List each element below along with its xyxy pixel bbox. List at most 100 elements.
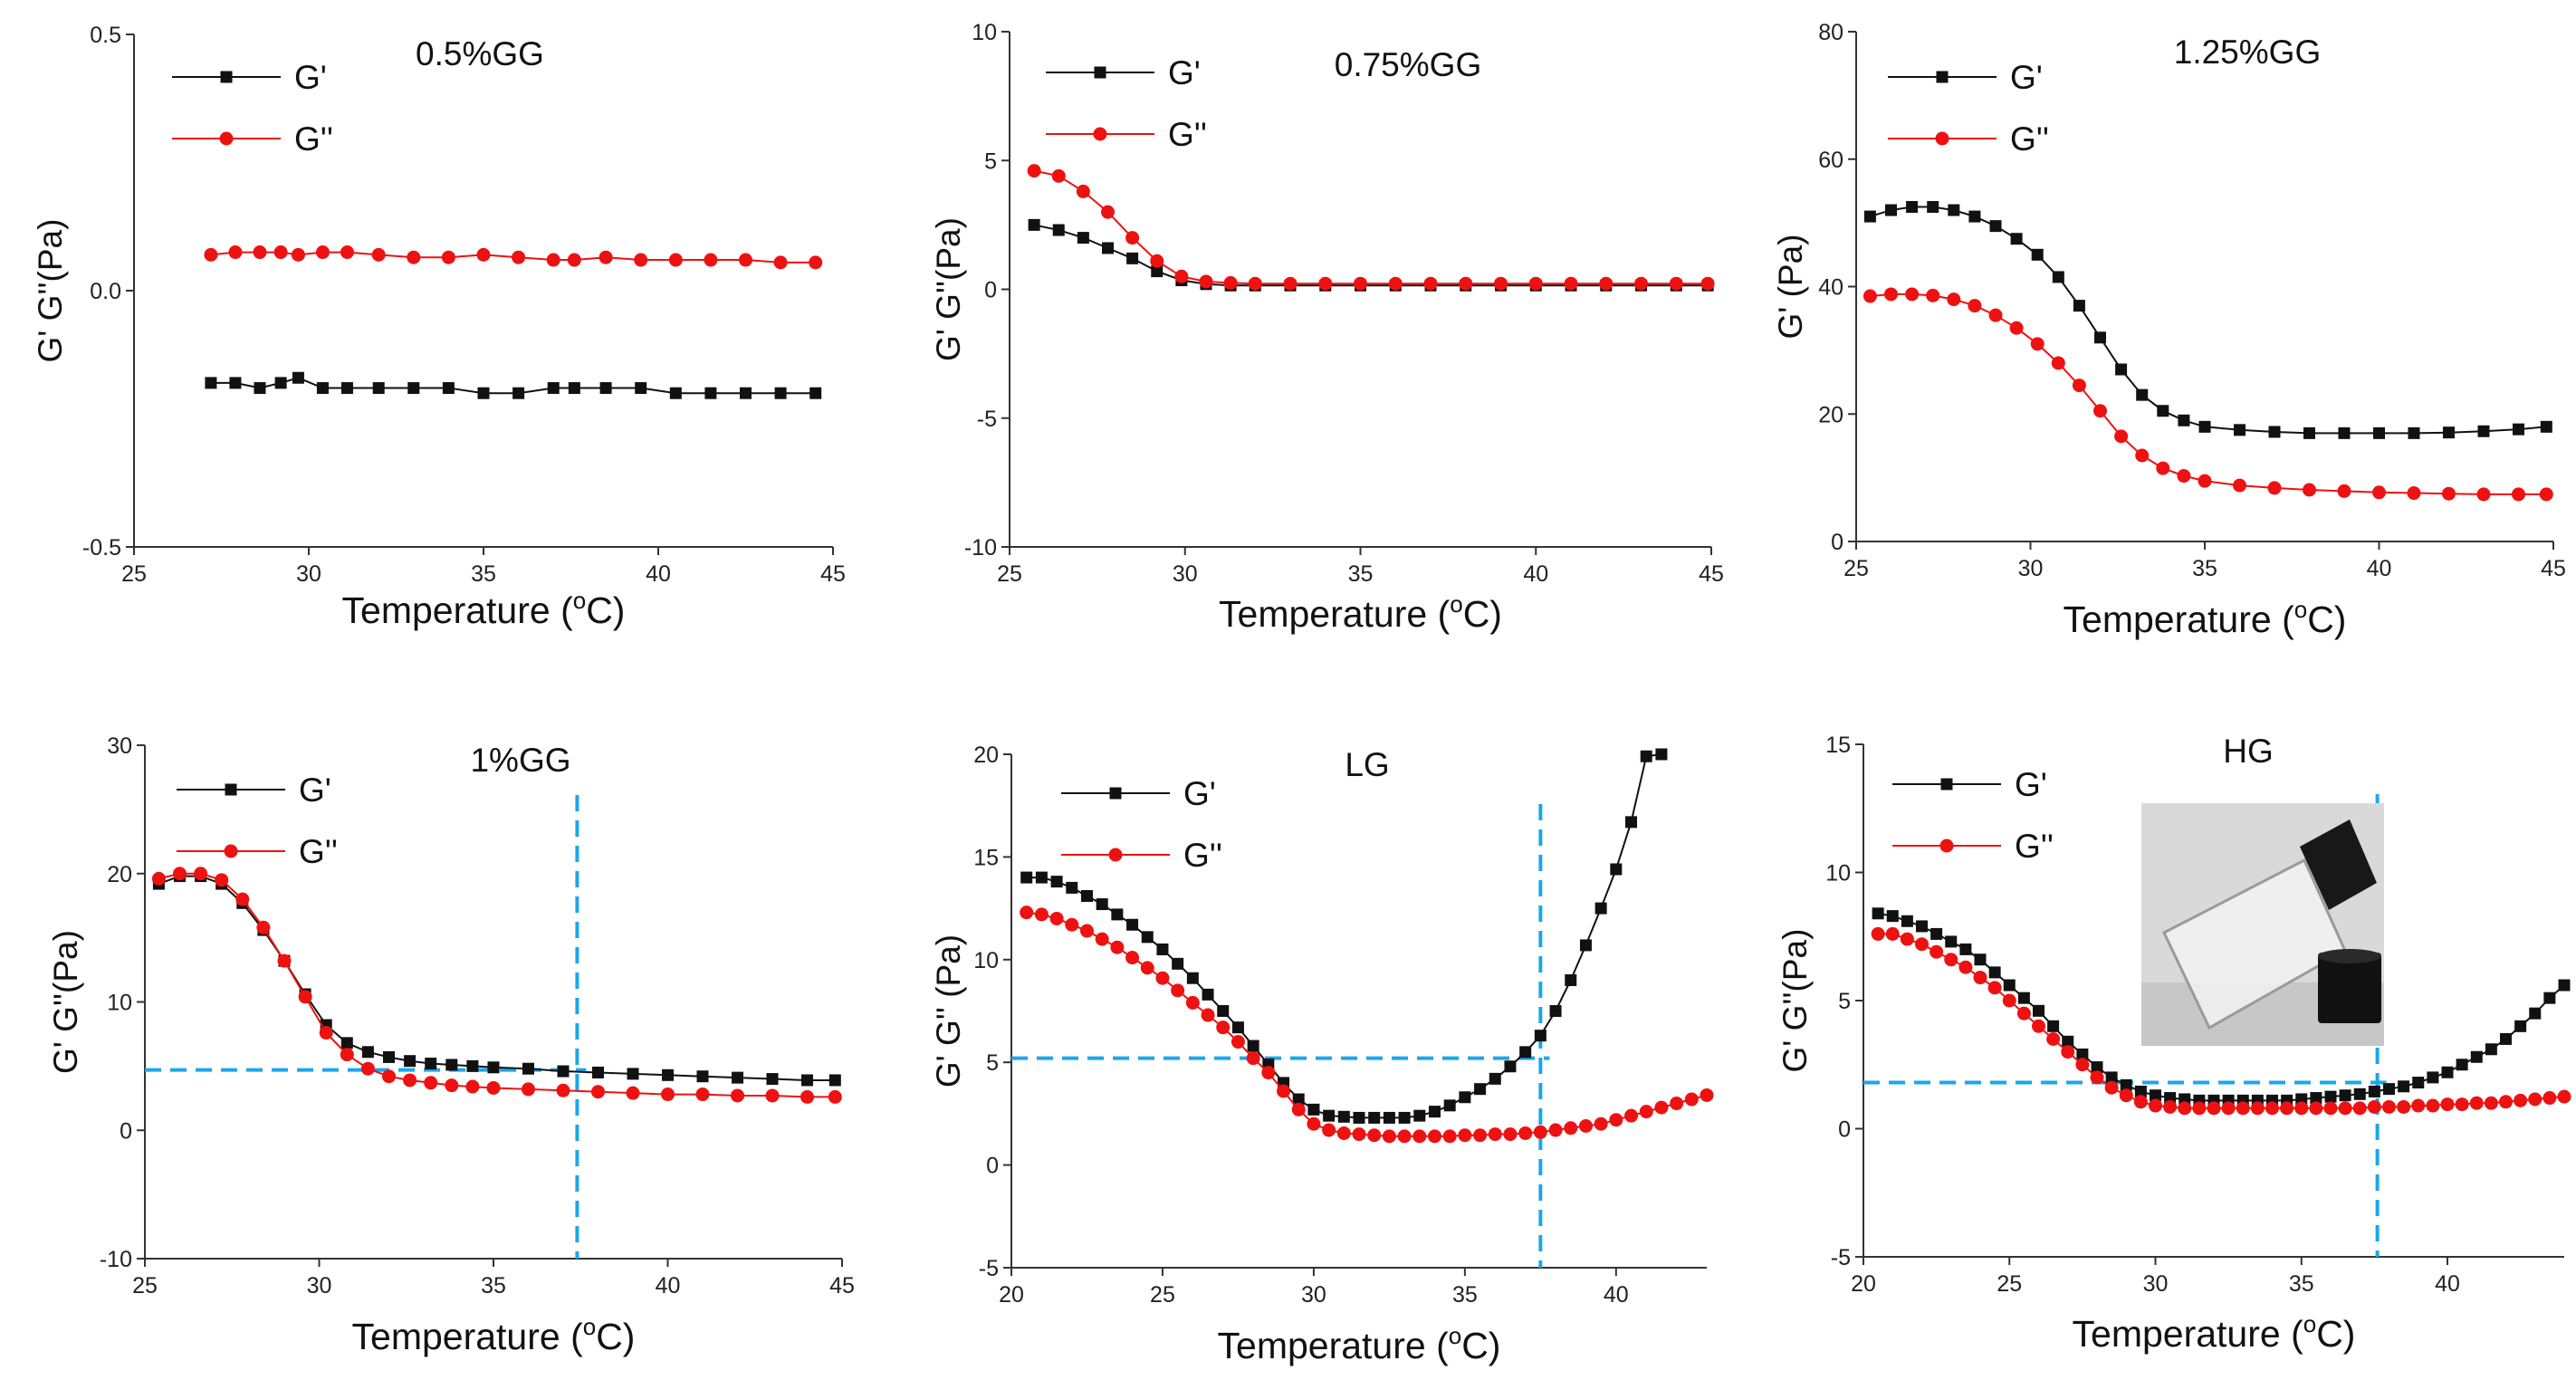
- data-point: [1049, 911, 1064, 925]
- data-point: [1528, 276, 1543, 291]
- data-point: [466, 1059, 479, 1072]
- data-point: [425, 1058, 437, 1070]
- data-point: [1151, 265, 1164, 278]
- data-point: [809, 255, 823, 270]
- y-tick-label: 10: [973, 948, 999, 973]
- data-point: [2427, 1071, 2439, 1084]
- data-point: [2052, 271, 2064, 283]
- data-point: [1968, 210, 1981, 223]
- data-point: [512, 387, 525, 399]
- data-point: [1459, 276, 1473, 291]
- data-point: [2234, 424, 2246, 436]
- data-point: [2337, 484, 2351, 498]
- data-point: [2477, 425, 2490, 437]
- data-point: [695, 1088, 710, 1102]
- data-point: [1413, 1109, 1426, 1122]
- data-point: [1172, 957, 1184, 970]
- data-point: [2091, 1061, 2103, 1074]
- legend-marker: [1109, 787, 1122, 800]
- x-tick-label: 35: [1452, 1282, 1478, 1308]
- data-point: [2338, 1101, 2352, 1116]
- series-g-double-prime: [204, 245, 823, 270]
- data-point: [591, 1085, 605, 1099]
- data-point: [2407, 486, 2421, 501]
- data-point: [2135, 448, 2150, 463]
- x-tick-label: 40: [1604, 1282, 1629, 1308]
- data-point: [1079, 924, 1094, 938]
- data-point: [626, 1086, 640, 1100]
- data-point: [1518, 1126, 1533, 1140]
- x-tick-label: 40: [2367, 556, 2392, 581]
- data-point: [801, 1074, 813, 1087]
- data-point: [1901, 915, 1913, 927]
- data-point: [1035, 871, 1048, 884]
- data-point: [2133, 1095, 2148, 1109]
- data-point: [2120, 1078, 2132, 1091]
- data-point: [2485, 1043, 2497, 1056]
- data-point: [2514, 1093, 2528, 1107]
- data-point: [2156, 461, 2170, 475]
- data-point: [383, 1050, 395, 1063]
- data-point: [828, 1089, 842, 1104]
- data-point: [1905, 287, 1920, 302]
- data-point: [1185, 995, 1200, 1010]
- data-point: [1565, 973, 1577, 986]
- data-point: [487, 1061, 500, 1074]
- x-tick-label: 20: [999, 1282, 1024, 1308]
- data-point: [627, 1068, 639, 1080]
- data-point: [273, 245, 288, 260]
- data-point: [2119, 1088, 2133, 1103]
- data-point: [360, 1061, 375, 1076]
- data-point: [809, 387, 822, 399]
- data-point: [2198, 420, 2211, 433]
- series-g-double-prime: [1863, 287, 2553, 502]
- data-point: [1216, 1021, 1231, 1035]
- legend-label: G'': [1183, 837, 1222, 874]
- y-tick-label: 15: [973, 845, 999, 870]
- data-point: [704, 387, 717, 399]
- y-tick-label: -5: [977, 407, 997, 432]
- data-point: [1863, 289, 1877, 303]
- legend-entry: G'': [177, 833, 338, 870]
- legend-label: G': [2010, 59, 2043, 96]
- data-point: [1428, 1106, 1441, 1118]
- series-g-prime: [152, 870, 841, 1087]
- data-point: [2136, 388, 2149, 401]
- data-point: [547, 382, 560, 395]
- data-point: [1101, 205, 1115, 219]
- data-point: [2104, 1080, 2119, 1095]
- legend-label: G': [1183, 775, 1216, 812]
- data-point: [2367, 1099, 2381, 1114]
- legend-marker: [1093, 127, 1107, 141]
- data-point: [2236, 1101, 2250, 1116]
- chart-panel-5: 20 25 30 35 40 -5 0 5 10 15 20 Temperature (oC) G' G…: [930, 743, 1714, 1366]
- data-point: [1533, 1125, 1547, 1139]
- data-point: [1945, 935, 1958, 948]
- data-point: [2558, 979, 2571, 992]
- chart-panel-2: 25 30 35 40 45 -10 -5 0 5 10 Temperature (oC) G' G'…: [930, 20, 1724, 635]
- data-point: [1383, 1111, 1395, 1124]
- data-point: [1353, 1111, 1365, 1124]
- data-point: [256, 920, 271, 934]
- data-point: [2009, 321, 2024, 335]
- data-point: [445, 1059, 458, 1071]
- data-point: [1503, 1127, 1518, 1142]
- legend-marker: [220, 71, 233, 83]
- data-point: [1700, 276, 1715, 291]
- data-point: [1885, 926, 1900, 941]
- data-point: [1323, 1109, 1336, 1122]
- data-point: [828, 1074, 841, 1087]
- data-point: [1884, 287, 1898, 302]
- data-point: [1900, 932, 1914, 946]
- data-point: [2115, 363, 2128, 376]
- data-point: [1217, 1005, 1230, 1017]
- data-point: [2010, 233, 2023, 245]
- data-point: [1906, 201, 1919, 214]
- data-point: [2338, 426, 2351, 439]
- x-axis-title: Temperature (oC): [1218, 1322, 1501, 1366]
- y-tick-label: 20: [107, 862, 132, 887]
- chart-panel-3: 25 30 35 40 45 0 20 40 60 80 Temperature (oC) G' (P…: [1772, 20, 2566, 640]
- y-axis-title: G' G''(Pa): [32, 219, 69, 363]
- data-point: [274, 377, 287, 389]
- data-point: [1051, 168, 1066, 183]
